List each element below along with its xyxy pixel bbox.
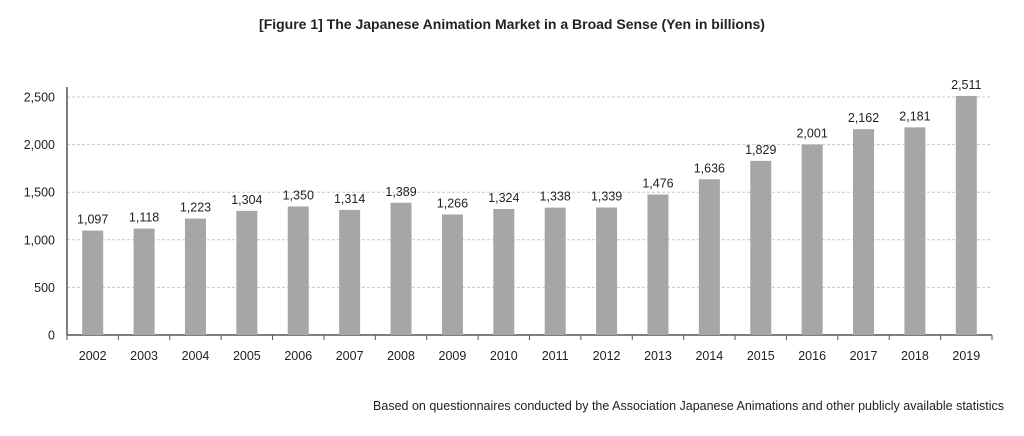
- data-label: 1,324: [488, 191, 519, 205]
- x-tick-labels: 2002 2003 2004 2005 2006 2007 2008 2009 2010 2011…: [79, 349, 980, 363]
- bar: [904, 127, 926, 335]
- gridlines: [67, 96, 992, 288]
- y-tick-label: 0: [48, 329, 55, 343]
- x-tick-label: 2009: [439, 349, 467, 363]
- x-tick-label: 2016: [798, 349, 826, 363]
- data-label: 2,162: [848, 111, 879, 125]
- bar: [853, 129, 875, 335]
- x-tick-label: 2008: [387, 349, 415, 363]
- x-tick-label: 2007: [336, 349, 364, 363]
- data-label: 1,266: [437, 196, 468, 210]
- x-tick-label: 2019: [952, 349, 980, 363]
- data-label: 1,339: [591, 190, 622, 204]
- x-tick-label: 2014: [695, 349, 723, 363]
- chart-title: [Figure 1] The Japanese Animation Market…: [259, 16, 765, 32]
- data-label: 2,511: [951, 78, 981, 92]
- data-label: 1,223: [180, 201, 211, 215]
- x-tick-label: 2017: [850, 349, 878, 363]
- x-tick-label: 2010: [490, 349, 518, 363]
- bar: [339, 209, 361, 335]
- y-tick-labels: 0 500 1,000 1,500 2,000 2,500: [24, 91, 55, 343]
- bar: [544, 207, 566, 335]
- bar: [184, 218, 206, 335]
- bar: [801, 144, 823, 335]
- y-tick-label: 500: [34, 281, 55, 295]
- data-label: 1,829: [745, 143, 776, 157]
- y-tick-label: 2,500: [24, 91, 55, 105]
- y-tick-label: 1,500: [24, 186, 55, 200]
- x-tick-label: 2006: [284, 349, 312, 363]
- data-label: 1,338: [540, 190, 571, 204]
- axes: [66, 87, 993, 340]
- y-tick-label: 1,000: [24, 233, 55, 247]
- bar: [493, 208, 515, 335]
- data-labels: 1,097 1,118 1,223 1,304 1,350 1,314 1,389 1,266…: [77, 78, 981, 227]
- bar: [287, 206, 309, 335]
- bar: [647, 194, 669, 335]
- x-tick-label: 2018: [901, 349, 929, 363]
- x-tick-label: 2011: [542, 349, 569, 363]
- x-tick-label: 2005: [233, 349, 261, 363]
- data-label: 1,118: [129, 211, 159, 225]
- bars: [82, 95, 977, 336]
- data-label: 1,304: [231, 193, 262, 207]
- data-label: 1,636: [694, 161, 725, 175]
- data-label: 2,001: [796, 127, 827, 141]
- bar: [698, 179, 720, 335]
- bar: [82, 230, 104, 335]
- bar: [236, 210, 258, 335]
- data-label: 2,181: [899, 109, 930, 123]
- bar: [390, 202, 412, 335]
- data-label: 1,389: [385, 185, 416, 199]
- x-tick-label: 2015: [747, 349, 775, 363]
- data-label: 1,314: [334, 192, 365, 206]
- x-tick-label: 2002: [79, 349, 107, 363]
- data-label: 1,476: [642, 176, 673, 190]
- bar: [133, 228, 155, 335]
- bar: [750, 160, 772, 335]
- x-tick-label: 2012: [593, 349, 621, 363]
- x-tick-label: 2013: [644, 349, 672, 363]
- source-note: Based on questionnaires conducted by the…: [373, 399, 1004, 413]
- data-label: 1,097: [77, 213, 108, 227]
- bar: [441, 214, 463, 335]
- x-tick-label: 2003: [130, 349, 158, 363]
- bar: [596, 207, 618, 335]
- y-tick-label: 2,000: [24, 138, 55, 152]
- bar: [955, 95, 977, 336]
- x-tick-label: 2004: [182, 349, 210, 363]
- data-label: 1,350: [283, 188, 314, 202]
